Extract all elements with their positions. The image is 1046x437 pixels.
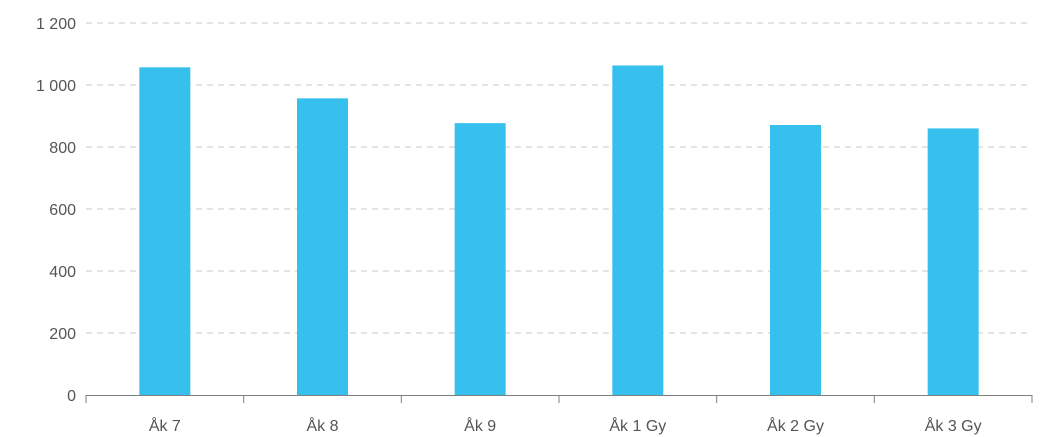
x-category-label: Åk 2 Gy	[767, 416, 824, 435]
y-tick-label: 1 200	[36, 16, 76, 33]
y-tick-label: 800	[49, 140, 76, 157]
y-tick-label: 200	[49, 326, 76, 343]
gridlines	[86, 22, 1032, 334]
y-tick-label: 1 000	[36, 78, 76, 95]
x-category-label: Åk 7	[149, 416, 181, 435]
x-category-label: Åk 9	[464, 416, 496, 435]
bar	[297, 98, 348, 395]
x-category-label: Åk 8	[306, 416, 338, 435]
bar	[612, 65, 664, 395]
y-tick-label: 400	[49, 264, 76, 281]
y-axis-ticks: 0 200 400 600 800 1 000 1 200	[36, 16, 76, 405]
x-axis-categories: Åk 7 Åk 8 Åk 9 Åk 1 Gy Åk 2 Gy Åk 3 Gy	[149, 416, 982, 435]
y-tick-label: 0	[67, 388, 76, 405]
x-category-label: Åk 1 Gy	[609, 416, 666, 435]
bar	[927, 128, 979, 395]
y-tick-label: 600	[49, 202, 76, 219]
bars	[139, 65, 979, 396]
bar	[454, 123, 506, 395]
bar	[770, 124, 821, 396]
x-axis	[85, 395, 1033, 403]
x-category-label: Åk 3 Gy	[925, 416, 982, 435]
bar	[139, 67, 191, 395]
